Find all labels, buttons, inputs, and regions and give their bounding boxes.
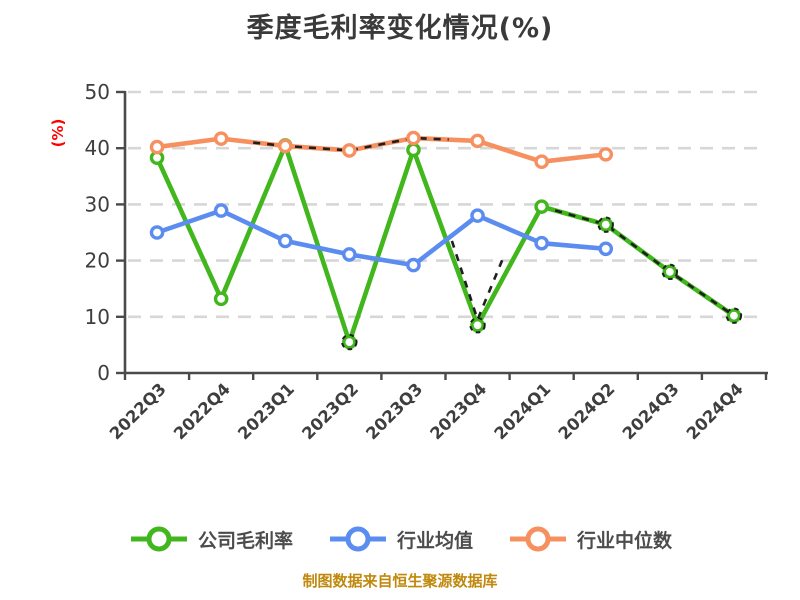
series-line [154, 143, 737, 345]
estimate-ring [469, 317, 486, 334]
estimate-dash-line [450, 240, 505, 324]
data-point-marker [213, 131, 229, 146]
gridlines [128, 90, 766, 319]
data-point-marker [534, 199, 549, 214]
data-point-marker [470, 133, 485, 149]
series-markers [149, 203, 614, 273]
series-line [154, 208, 609, 268]
data-source-note: 制图数据来自恒生聚源数据库 [302, 572, 498, 590]
x-tick-label: 2023Q1 [234, 379, 298, 443]
y-tick-label: 30 [85, 192, 110, 216]
estimate-ring [661, 263, 679, 281]
series-markers [149, 138, 742, 350]
legend-circle [525, 526, 551, 552]
legend: 公司毛利率 行业均值 行业中位数 [0, 518, 800, 560]
data-point-marker [277, 138, 293, 154]
x-tick-label: 2024Q4 [683, 379, 747, 443]
y-tick-label: 50 [85, 80, 110, 104]
data-point-marker [213, 291, 229, 307]
legend-label-company: 公司毛利率 [197, 529, 293, 552]
estimate-ring [597, 216, 614, 233]
data-point-marker [534, 235, 549, 251]
estimate-dash-overlays [253, 136, 735, 324]
estimate-ring [341, 333, 358, 351]
legend-item-company: 公司毛利率 [128, 524, 293, 554]
x-tick-label: 2024Q2 [555, 379, 619, 443]
y-tick-label: 20 [85, 249, 110, 273]
y-tick-label: 40 [85, 136, 110, 160]
estimate-dash-line [541, 205, 735, 317]
data-point-marker [598, 147, 614, 162]
data-point-marker [406, 257, 421, 273]
x-tick-label: 2022Q3 [106, 379, 170, 443]
x-tick-label: 2023Q4 [426, 379, 490, 443]
data-point-marker [149, 225, 165, 240]
x-tick-labels: 2022Q3 2022Q4 2023Q1 2023Q2 2023Q3 2023Q4 2024… [106, 379, 747, 443]
data-point-marker [342, 334, 357, 350]
y-tick-label: 0 [97, 361, 110, 385]
data-point-marker [406, 130, 421, 146]
data-point-marker [149, 139, 165, 155]
legend-item-industry-median: 行业中位数 [507, 524, 672, 554]
line-marker-icon [130, 526, 187, 552]
data-point-marker [470, 317, 485, 333]
data-point-marker [342, 247, 357, 262]
data-point-marker [277, 233, 293, 249]
line-marker-icon [329, 526, 386, 552]
data-point-marker [406, 142, 421, 158]
y-axis-unit-label: (%) [49, 119, 67, 148]
data-point-marker [342, 143, 357, 158]
x-tick-label: 2024Q1 [491, 379, 555, 443]
estimate-dash-line [253, 136, 449, 152]
legend-item-industry-mean: 行业均值 [327, 524, 473, 554]
x-tick-label: 2022Q4 [170, 379, 234, 443]
series-markers [149, 130, 614, 169]
x-tick-label: 2023Q2 [298, 379, 362, 443]
data-point-marker [534, 154, 549, 169]
legend-label-industry-median: 行业中位数 [577, 529, 673, 552]
estimate-ring [725, 307, 743, 324]
data-point-marker [213, 203, 229, 218]
y-tick-label: 10 [85, 305, 110, 329]
axes [116, 90, 768, 380]
data-point-marker [726, 308, 742, 323]
data-point-marker [470, 208, 485, 223]
x-tick-label: 2024Q3 [619, 379, 683, 443]
legend-label-industry-mean: 行业均值 [396, 529, 473, 552]
data-point-marker [598, 241, 614, 257]
legend-circle [146, 526, 172, 552]
x-tick-label: 2023Q3 [362, 379, 426, 443]
legend-circle [345, 526, 371, 552]
y-tick-labels: 0 10 20 30 40 50 [85, 80, 110, 385]
data-point-marker [598, 217, 614, 232]
chart-title: 季度毛利率变化情况(%) [246, 13, 554, 44]
estimate-ring-markers [341, 216, 743, 351]
line-marker-icon [510, 526, 566, 552]
data-point-marker [662, 264, 678, 280]
